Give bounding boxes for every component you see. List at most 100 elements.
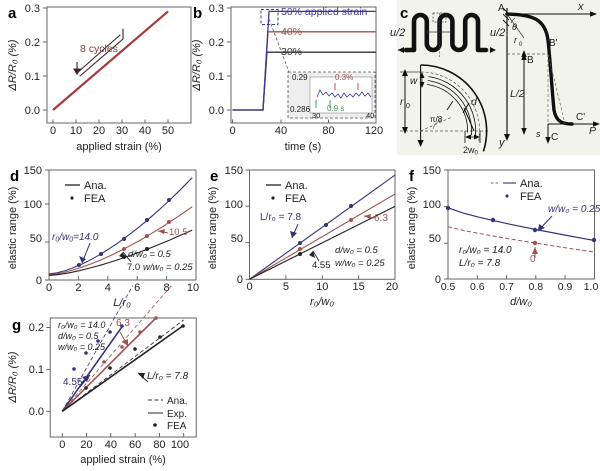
svg-text:ΔR/R₀ (%): ΔR/R₀ (%) (7, 39, 19, 91)
svg-text:w: w (410, 76, 418, 87)
svg-text:s: s (536, 129, 541, 139)
svg-text:r₀/w₀ = 14.0: r₀/w₀ = 14.0 (58, 320, 105, 330)
svg-text:d: d (10, 168, 19, 185)
svg-text:0.0: 0.0 (209, 105, 224, 117)
svg-text:FEA: FEA (520, 191, 542, 203)
svg-text:0.8: 0.8 (528, 281, 543, 293)
svg-text:FEA: FEA (84, 193, 106, 205)
svg-text:0.9: 0.9 (558, 281, 573, 293)
svg-text:80: 80 (322, 125, 334, 137)
svg-text:150: 150 (225, 165, 243, 177)
svg-text:6.3: 6.3 (116, 318, 130, 329)
svg-text:6.3: 6.3 (374, 213, 388, 224)
svg-text:40: 40 (105, 439, 117, 451)
svg-text:30: 30 (312, 111, 320, 120)
svg-text:u/2: u/2 (390, 27, 405, 39)
svg-text:0.1: 0.1 (25, 71, 40, 83)
svg-text:0.7: 0.7 (499, 281, 514, 293)
svg-text:5: 5 (283, 281, 289, 293)
svg-text:10: 10 (187, 282, 199, 294)
svg-text:C: C (551, 132, 558, 143)
svg-text:FEA: FEA (167, 421, 187, 432)
svg-text:0.0: 0.0 (29, 406, 44, 418)
svg-text:0.1: 0.1 (29, 364, 44, 376)
svg-text:c: c (400, 5, 408, 22)
svg-text:b: b (193, 5, 202, 22)
svg-text:L/r₀ = 7.8: L/r₀ = 7.8 (459, 258, 501, 269)
svg-text:d/w₀: d/w₀ (510, 296, 532, 308)
svg-text:0: 0 (246, 281, 252, 293)
svg-text:d/w₀ = 0.5: d/w₀ = 0.5 (58, 331, 100, 341)
svg-text:10.5: 10.5 (169, 227, 188, 238)
svg-text:B: B (527, 55, 534, 66)
svg-text:A: A (498, 3, 505, 14)
svg-text:g: g (12, 317, 21, 334)
svg-text:x: x (577, 1, 584, 13)
svg-text:ΔR/R₀ (%): ΔR/R₀ (%) (191, 39, 203, 91)
svg-text:a: a (8, 5, 17, 22)
svg-text:Ana.: Ana. (84, 180, 107, 192)
svg-text:8 cycles: 8 cycles (80, 43, 118, 55)
svg-text:4: 4 (105, 282, 111, 294)
svg-text:100: 100 (423, 199, 441, 211)
svg-text:r0/w0=14.0: r0/w0=14.0 (52, 232, 99, 244)
svg-text:Ana.: Ana. (167, 396, 188, 407)
svg-text:0.29: 0.29 (292, 73, 308, 82)
svg-text:0.1: 0.1 (209, 71, 224, 83)
svg-text:u/2: u/2 (490, 27, 505, 39)
svg-text:50% applied strain: 50% applied strain (281, 6, 368, 18)
svg-text:θ: θ (512, 22, 517, 32)
svg-text:0: 0 (46, 282, 52, 294)
svg-text:P: P (589, 125, 596, 137)
svg-text:elastic range (%): elastic range (%) (207, 187, 219, 270)
svg-text:60: 60 (129, 439, 141, 451)
svg-text:0: 0 (237, 274, 243, 286)
svg-text:8: 8 (164, 282, 170, 294)
svg-text:0: 0 (50, 125, 56, 137)
svg-text:w/w₀ = 0.25: w/w₀ = 0.25 (335, 258, 385, 269)
svg-text:time (s): time (s) (285, 141, 322, 153)
svg-text:e: e (210, 168, 218, 185)
svg-text:50: 50 (162, 125, 174, 137)
svg-text:w/w₀ = 0.25: w/w₀ = 0.25 (548, 204, 600, 215)
svg-text:0.286: 0.286 (290, 105, 311, 114)
svg-text:7.0: 7.0 (127, 262, 140, 273)
svg-text:50: 50 (30, 233, 42, 245)
svg-text:0.3: 0.3 (209, 3, 224, 15)
svg-text:C': C' (576, 112, 585, 123)
svg-text:40%: 40% (281, 26, 302, 38)
svg-text:d/w₀ = 0.5: d/w₀ = 0.5 (335, 245, 379, 256)
svg-text:applied strain (%): applied strain (%) (76, 141, 162, 153)
svg-text:π/8: π/8 (430, 115, 443, 124)
svg-text:20: 20 (93, 125, 105, 137)
svg-text:Ana.: Ana. (285, 180, 308, 192)
svg-text:L/r₀ = 7.8: L/r₀ = 7.8 (147, 371, 189, 382)
svg-text:50: 50 (429, 233, 441, 245)
svg-text:w/w₀ = 0.25: w/w₀ = 0.25 (58, 342, 106, 352)
svg-text:applied strain (%): applied strain (%) (80, 454, 166, 466)
svg-text:0.5: 0.5 (441, 281, 456, 293)
svg-text:ΔR/R₀ (%): ΔR/R₀ (%) (7, 351, 19, 403)
svg-text:6: 6 (134, 282, 140, 294)
svg-text:r₀/w₀ = 14.0: r₀/w₀ = 14.0 (459, 245, 512, 256)
svg-text:0.2: 0.2 (209, 37, 224, 49)
svg-text:0: 0 (36, 275, 42, 287)
svg-text:w/w₀ = 0.25: w/w₀ = 0.25 (143, 262, 193, 273)
svg-text:100: 100 (171, 439, 189, 451)
svg-text:0.0: 0.0 (25, 105, 40, 117)
svg-text:0.3: 0.3 (25, 3, 40, 15)
svg-text:L/2: L/2 (510, 88, 525, 100)
svg-text:20: 20 (386, 281, 398, 293)
svg-text:0.3%: 0.3% (335, 73, 353, 82)
svg-text:L/r₀: L/r₀ (113, 297, 131, 309)
svg-text:50: 50 (231, 233, 243, 245)
svg-text:elastic range (%): elastic range (%) (406, 187, 418, 270)
svg-text:0: 0 (406, 103, 410, 110)
svg-text:15: 15 (352, 281, 364, 293)
svg-text:0: 0 (229, 125, 235, 137)
svg-text:elastic range (%): elastic range (%) (7, 187, 19, 270)
svg-text:d/w₀ = 0.5: d/w₀ = 0.5 (128, 249, 172, 260)
svg-text:Ana.: Ana. (520, 178, 543, 190)
svg-text:0: 0 (59, 439, 65, 451)
svg-text:4.55: 4.55 (312, 260, 331, 271)
